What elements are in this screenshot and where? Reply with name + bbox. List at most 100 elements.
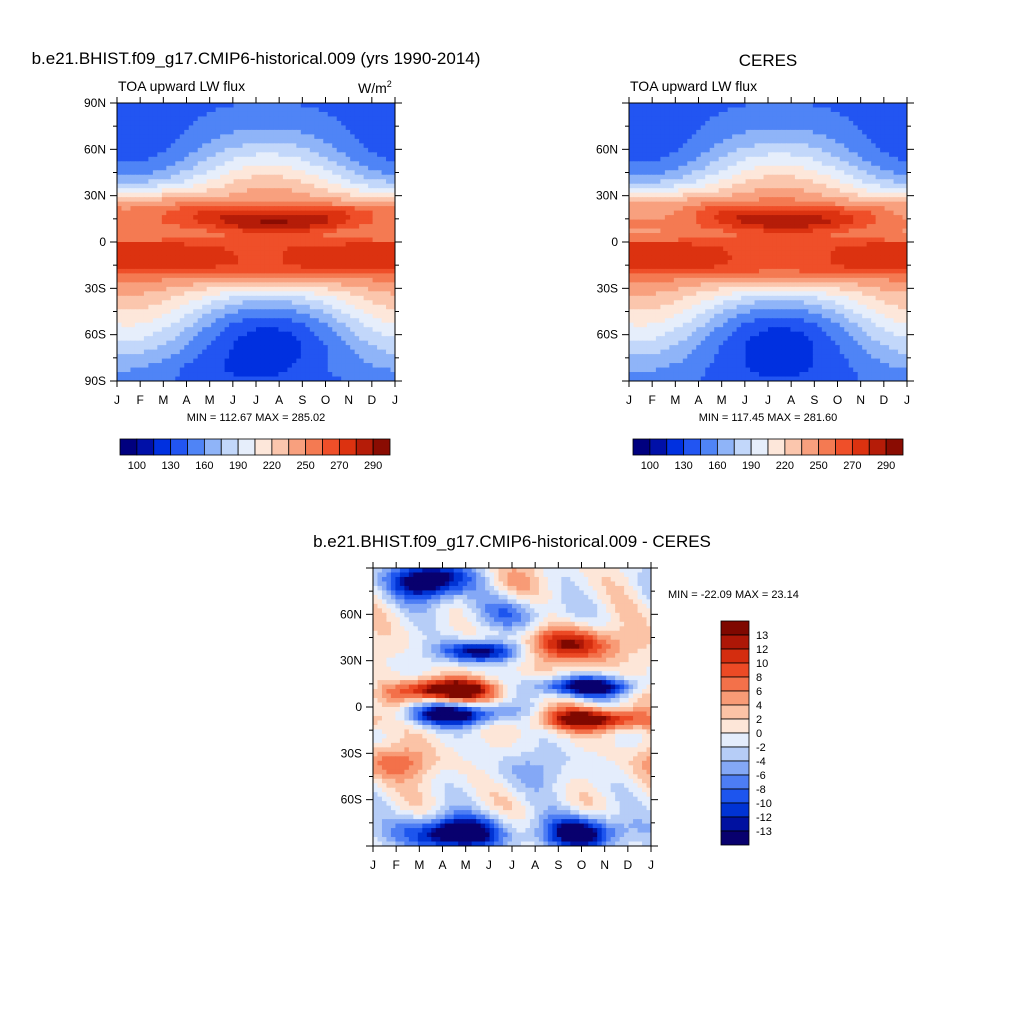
heatmap-cell <box>314 219 320 225</box>
heatmap-cell <box>664 174 670 180</box>
heatmap-cell <box>368 170 374 176</box>
heatmap-cell <box>238 354 244 360</box>
heatmap-cell <box>287 340 293 346</box>
heatmap-cell <box>314 103 320 109</box>
heatmap-cell <box>354 304 360 310</box>
heatmap-cell <box>345 273 351 279</box>
heatmap-cell <box>781 174 787 180</box>
heatmap-cell <box>633 134 639 140</box>
heatmap-cell <box>745 156 751 162</box>
heatmap-cell <box>179 219 185 225</box>
heatmap-cell <box>835 129 841 135</box>
heatmap-cell <box>157 264 163 270</box>
heatmap-cell <box>359 183 365 189</box>
heatmap-cell <box>197 250 203 257</box>
heatmap-cell <box>117 322 123 328</box>
heatmap-cell <box>359 201 365 207</box>
heatmap-cell <box>224 268 230 274</box>
heatmap-cell <box>772 120 778 127</box>
heatmap-cell <box>184 349 190 355</box>
heatmap-cell <box>287 138 293 144</box>
heatmap-cell <box>152 304 158 310</box>
heatmap-cell <box>220 188 226 194</box>
heatmap-cell <box>287 309 293 315</box>
heatmap-cell <box>247 277 253 283</box>
heatmap-cell <box>296 152 302 158</box>
heatmap-cell <box>117 201 123 207</box>
heatmap-cell <box>256 179 262 185</box>
heatmap-cell <box>336 340 342 346</box>
heatmap-cell <box>866 143 872 149</box>
heatmap-cell <box>117 286 123 292</box>
heatmap-cell <box>273 237 280 243</box>
heatmap-cell <box>390 340 395 346</box>
heatmap-cell <box>224 322 230 328</box>
heatmap-cell <box>844 107 850 113</box>
heatmap-cell <box>134 242 141 248</box>
heatmap-cell <box>193 201 199 207</box>
heatmap-cell <box>134 363 141 369</box>
heatmap-cell <box>148 372 154 378</box>
heatmap-cell <box>247 273 253 279</box>
heatmap-cell <box>700 147 706 153</box>
heatmap-cell <box>844 125 850 131</box>
heatmap-cell <box>139 327 145 333</box>
heatmap-cell <box>862 120 868 127</box>
heatmap-cell <box>242 318 248 324</box>
heatmap-cell <box>291 322 297 328</box>
heatmap-cell <box>637 165 644 171</box>
heatmap-cell <box>341 201 347 207</box>
heatmap-cell <box>368 120 374 127</box>
heatmap-cell <box>871 147 877 153</box>
heatmap-cell <box>754 134 760 140</box>
heatmap-cell <box>372 358 378 364</box>
heatmap-cell <box>264 286 271 292</box>
heatmap-cell <box>359 331 365 337</box>
heatmap-cell <box>291 273 297 279</box>
heatmap-cell <box>193 358 199 364</box>
heatmap-cell <box>278 134 284 140</box>
heatmap-cell <box>377 340 383 346</box>
heatmap-cell <box>687 138 693 144</box>
heatmap-cell <box>741 174 747 180</box>
heatmap-cell <box>296 277 302 283</box>
heatmap-cell <box>691 152 697 158</box>
heatmap-cell <box>220 116 226 122</box>
heatmap-cell <box>206 224 212 230</box>
heatmap-cell <box>291 107 297 113</box>
heatmap-cell <box>377 143 383 149</box>
heatmap-cell <box>278 340 284 346</box>
heatmap-cell <box>179 304 185 310</box>
heatmap-cell <box>184 304 190 310</box>
heatmap-cell <box>300 120 306 127</box>
heatmap-cell <box>282 188 288 194</box>
heatmap-cell <box>902 165 907 171</box>
heatmap-cell <box>215 327 221 333</box>
heatmap-cell <box>354 156 360 162</box>
heatmap-cell <box>341 183 347 189</box>
heatmap-cell <box>143 170 149 176</box>
heatmap-cell <box>264 219 271 225</box>
heatmap-cell <box>202 206 208 212</box>
heatmap-cell <box>741 147 747 153</box>
heatmap-cell <box>269 201 275 207</box>
heatmap-cell <box>291 282 297 288</box>
heatmap-cell <box>754 116 760 122</box>
heatmap-cell <box>148 103 154 109</box>
heatmap-cell <box>229 129 235 135</box>
heatmap-cell <box>305 277 311 283</box>
heatmap-cell <box>363 206 369 212</box>
heatmap-cell <box>134 161 141 167</box>
heatmap-cell <box>318 129 324 135</box>
heatmap-cell <box>242 255 248 261</box>
heatmap-cell <box>238 304 244 310</box>
heatmap-cell <box>296 331 302 337</box>
heatmap-cell <box>202 363 208 369</box>
heatmap-cell <box>148 152 154 158</box>
heatmap-cell <box>229 264 235 270</box>
heatmap-cell <box>215 264 221 270</box>
heatmap-cell <box>229 206 235 212</box>
heatmap-cell <box>345 224 351 230</box>
heatmap-cell <box>179 233 185 239</box>
